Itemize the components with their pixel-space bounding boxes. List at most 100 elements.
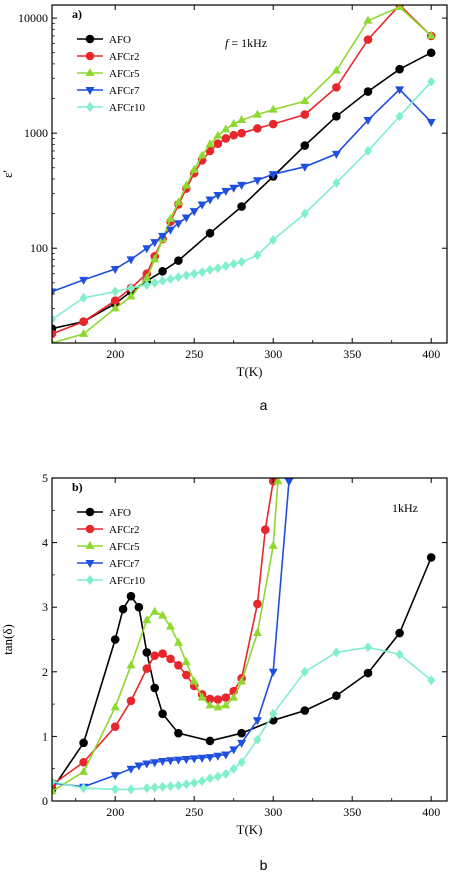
data-point-afcr7 bbox=[205, 196, 215, 205]
data-point-afcr7 bbox=[252, 717, 262, 726]
data-point-afcr10 bbox=[206, 264, 214, 275]
series-line-afcr10 bbox=[52, 646, 432, 791]
data-point-afcr7 bbox=[426, 119, 436, 128]
data-point-afo bbox=[426, 553, 436, 562]
data-point-afcr10 bbox=[269, 708, 278, 719]
x-tick-label: 400 bbox=[422, 805, 440, 819]
data-point-afcr7 bbox=[173, 220, 183, 229]
data-point-afcr10 bbox=[395, 111, 404, 122]
data-point-afo bbox=[395, 64, 404, 74]
data-point-afo bbox=[332, 112, 341, 121]
data-point-afo bbox=[110, 635, 120, 644]
legend-label-afcr5: AFCr5 bbox=[109, 541, 140, 553]
data-point-afcr7 bbox=[134, 762, 144, 771]
data-point-afcr2 bbox=[142, 664, 152, 673]
x-tick-label: 300 bbox=[264, 347, 282, 361]
y-tick-label: 3 bbox=[42, 600, 48, 614]
legend-label-afcr10: AFCr10 bbox=[109, 102, 146, 114]
y-tick-label: 1000 bbox=[24, 126, 48, 140]
data-point-afcr5 bbox=[110, 303, 120, 312]
series-afo bbox=[52, 48, 436, 333]
data-point-afo bbox=[158, 266, 167, 276]
data-point-afcr10 bbox=[198, 775, 207, 786]
data-point-afcr10 bbox=[166, 781, 175, 792]
data-point-afo bbox=[126, 591, 136, 601]
data-point-afcr5 bbox=[426, 30, 436, 39]
data-point-afo bbox=[300, 706, 310, 715]
data-point-afcr7 bbox=[150, 759, 160, 768]
data-point-afcr5 bbox=[213, 702, 223, 711]
data-point-afcr5 bbox=[395, 5, 405, 10]
data-point-afcr5 bbox=[205, 139, 215, 148]
series-afcr5 bbox=[52, 5, 436, 343]
data-point-afo bbox=[363, 87, 373, 96]
data-point-afcr7 bbox=[158, 232, 168, 241]
data-point-afcr10 bbox=[332, 647, 341, 658]
legend-marker-afcr7 bbox=[85, 560, 95, 568]
data-point-afcr7 bbox=[268, 171, 278, 180]
data-point-afcr5 bbox=[237, 115, 247, 124]
y-tick-label: 4 bbox=[42, 536, 48, 550]
data-point-afcr7 bbox=[213, 752, 223, 761]
data-point-afcr2 bbox=[268, 119, 278, 129]
data-point-afcr10 bbox=[111, 286, 120, 297]
data-point-afcr10 bbox=[127, 283, 135, 294]
data-point-afcr10 bbox=[237, 757, 246, 768]
data-point-afcr5 bbox=[268, 104, 278, 113]
series-afcr10 bbox=[52, 76, 436, 325]
data-point-afcr10 bbox=[150, 277, 159, 288]
chart-panel-b: 200 250 300 350 400 0 1 2 3 4 5 T(K) tan(δ) b) 1kHz AFO… bbox=[0, 471, 448, 837]
data-point-afcr10 bbox=[182, 779, 191, 790]
data-point-afcr10 bbox=[79, 783, 88, 794]
data-point-afo bbox=[174, 256, 183, 265]
data-point-afcr5 bbox=[181, 180, 191, 189]
data-point-afcr10 bbox=[364, 145, 372, 156]
plot-frame bbox=[51, 4, 448, 344]
panel-caption: b bbox=[260, 857, 268, 873]
series-afcr7 bbox=[52, 86, 436, 297]
data-point-afcr5 bbox=[273, 478, 283, 485]
y-tick-label: 2 bbox=[42, 665, 48, 679]
legend-marker-afo bbox=[85, 507, 95, 517]
data-point-afcr10 bbox=[221, 768, 230, 779]
data-point-afcr10 bbox=[300, 666, 309, 677]
data-point-afcr2 bbox=[126, 696, 136, 706]
legend-label-afcr5: AFCr5 bbox=[109, 68, 140, 80]
data-point-afcr5 bbox=[221, 700, 231, 709]
data-point-afo bbox=[300, 141, 310, 150]
data-point-afcr7 bbox=[221, 751, 231, 760]
data-point-afo bbox=[332, 691, 341, 701]
data-point-afcr5 bbox=[166, 213, 175, 222]
data-point-afcr10 bbox=[253, 734, 262, 745]
x-tick-label: 250 bbox=[185, 805, 203, 819]
data-point-afcr10 bbox=[127, 784, 135, 795]
data-point-afcr5 bbox=[142, 615, 152, 624]
data-point-afcr10 bbox=[190, 777, 199, 788]
data-point-afcr2 bbox=[253, 599, 262, 609]
data-point-afcr2 bbox=[300, 110, 310, 119]
data-point-afcr5 bbox=[52, 786, 57, 795]
data-point-afcr2 bbox=[158, 649, 167, 659]
data-point-afcr10 bbox=[253, 250, 262, 261]
data-point-afcr5 bbox=[229, 119, 239, 128]
frequency-symbol: f bbox=[225, 36, 230, 50]
data-point-afcr10 bbox=[111, 784, 120, 795]
data-point-afcr7 bbox=[237, 181, 247, 190]
data-point-afcr7 bbox=[237, 739, 247, 748]
y-tick-label: 5 bbox=[42, 471, 48, 485]
data-point-afcr5 bbox=[158, 610, 168, 619]
data-point-afcr7 bbox=[300, 163, 310, 172]
panel-tag: a) bbox=[72, 7, 82, 21]
legend: AFO AFCr2 AFCr5 AFCr7 AFCr10 bbox=[77, 34, 146, 114]
data-point-afcr7 bbox=[181, 756, 191, 765]
data-point-afcr7 bbox=[229, 746, 239, 755]
data-point-afcr10 bbox=[158, 275, 167, 286]
legend-label-afcr7: AFCr7 bbox=[109, 558, 140, 570]
data-point-afcr2 bbox=[79, 317, 88, 326]
data-point-afcr5 bbox=[79, 766, 89, 775]
series-line-afcr5 bbox=[52, 6, 432, 343]
data-point-afcr2 bbox=[174, 661, 183, 670]
x-axis-label: T(K) bbox=[237, 364, 263, 379]
data-point-afcr10 bbox=[174, 272, 183, 283]
data-point-afcr10 bbox=[142, 279, 151, 290]
